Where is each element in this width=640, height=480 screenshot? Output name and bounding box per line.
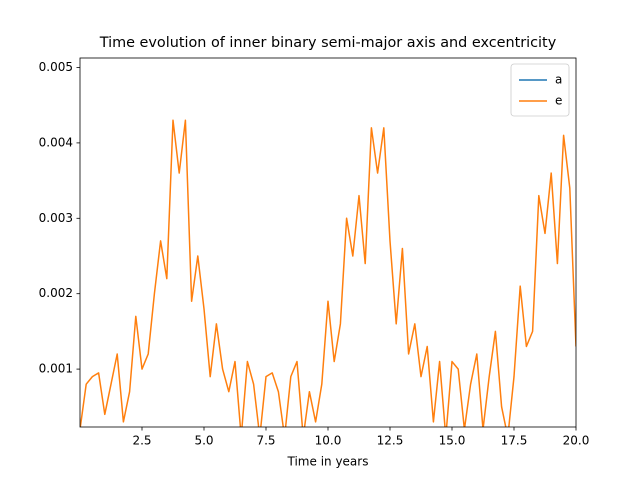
legend-label: a	[555, 73, 562, 87]
data-line	[80, 119, 576, 427]
legend-box	[510, 63, 570, 117]
x-tick-label: 7.5	[256, 434, 275, 448]
x-tick-label: 15.0	[439, 434, 466, 448]
y-tick-label: 0.003	[39, 211, 73, 225]
y-tick-label: 0.001	[39, 362, 73, 376]
x-tick-label: 20.0	[563, 434, 590, 448]
x-axis-label: Time in years	[287, 455, 369, 469]
legend-label: e	[555, 94, 562, 108]
x-tick-label: 5.0	[194, 434, 213, 448]
y-tick-label: 0.004	[39, 135, 73, 149]
x-tick-label: 2.5	[132, 434, 151, 448]
x-tick-label: 12.5	[377, 434, 404, 448]
x-tick-label: 10.0	[315, 434, 342, 448]
y-tick-label: 0.005	[39, 60, 73, 74]
x-tick-label: 17.5	[501, 434, 528, 448]
plot-area	[80, 119, 576, 427]
chart-title: Time evolution of inner binary semi-majo…	[99, 35, 557, 51]
y-tick-label: 0.002	[39, 286, 73, 300]
